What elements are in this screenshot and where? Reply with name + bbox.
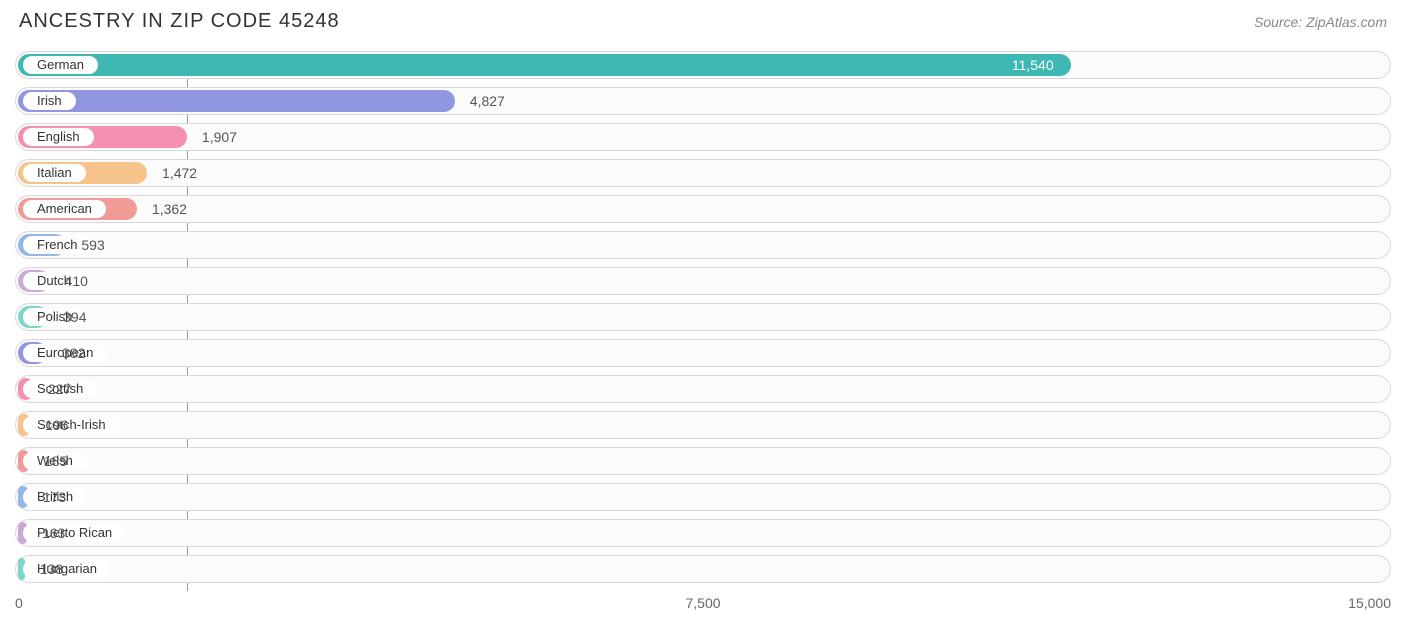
bar-track xyxy=(15,339,1391,367)
bar-row: Italian 1,472 xyxy=(15,159,1391,187)
bar-value: 163 xyxy=(42,519,65,547)
bar-value: 4,827 xyxy=(470,87,505,115)
bar-track xyxy=(15,267,1391,295)
bar-value: 173 xyxy=(43,483,66,511)
bar-container: German 11,540 Irish 4,827 English 1,907 Italia… xyxy=(15,51,1391,583)
bar-track xyxy=(15,195,1391,223)
category-label: Italian xyxy=(23,164,86,182)
bar-track xyxy=(15,159,1391,187)
x-axis: 0 7,500 15,000 xyxy=(15,591,1391,619)
bar-value: 1,472 xyxy=(162,159,197,187)
bar-value: 394 xyxy=(63,303,86,331)
bar-row: American 1,362 xyxy=(15,195,1391,223)
bar-value: 11,540 xyxy=(1012,51,1054,79)
bar-track xyxy=(15,483,1391,511)
bar-value: 185 xyxy=(44,447,67,475)
bar-row: Scottish227 xyxy=(15,375,1391,403)
bar-fill xyxy=(18,90,455,112)
chart-area: German 11,540 Irish 4,827 English 1,907 Italia… xyxy=(15,51,1391,619)
category-label: German xyxy=(23,56,98,74)
category-label: Irish xyxy=(23,92,76,110)
bar-row: European382 xyxy=(15,339,1391,367)
bar-row: English 1,907 xyxy=(15,123,1391,151)
bar-row: Polish394 xyxy=(15,303,1391,331)
category-label: Hungarian xyxy=(23,560,111,578)
bar-track xyxy=(15,231,1391,259)
bar-row: Puerto Rican163 xyxy=(15,519,1391,547)
category-label: English xyxy=(23,128,94,146)
axis-tick: 0 xyxy=(15,595,23,611)
bar-row: British173 xyxy=(15,483,1391,511)
bar-value: 1,362 xyxy=(152,195,187,223)
bar-value: 138 xyxy=(40,555,63,583)
bar-track xyxy=(15,519,1391,547)
chart-header: ANCESTRY IN ZIP CODE 45248 Source: ZipAt… xyxy=(15,10,1391,33)
bar-row: Welsh185 xyxy=(15,447,1391,475)
bar-value: 593 xyxy=(81,231,104,259)
bar-row: Irish 4,827 xyxy=(15,87,1391,115)
bar-fill xyxy=(18,54,1071,76)
bar-value: 1,907 xyxy=(202,123,237,151)
bar-track xyxy=(15,555,1391,583)
bar-track xyxy=(15,411,1391,439)
category-label: American xyxy=(23,200,106,218)
bar-row: French593 xyxy=(15,231,1391,259)
bar-row: German 11,540 xyxy=(15,51,1391,79)
bar-value: 382 xyxy=(62,339,85,367)
bar-track xyxy=(15,303,1391,331)
chart-title: ANCESTRY IN ZIP CODE 45248 xyxy=(19,10,340,33)
bar-value: 410 xyxy=(65,267,88,295)
bar-row: Hungarian138 xyxy=(15,555,1391,583)
bar-track xyxy=(15,375,1391,403)
category-label: Puerto Rican xyxy=(23,524,126,542)
axis-tick: 15,000 xyxy=(1348,595,1391,611)
bar-value: 196 xyxy=(45,411,68,439)
bar-value: 227 xyxy=(48,375,71,403)
axis-tick: 7,500 xyxy=(685,595,720,611)
bar-track xyxy=(15,447,1391,475)
chart-source: Source: ZipAtlas.com xyxy=(1254,14,1387,30)
bar-row: Scotch-Irish196 xyxy=(15,411,1391,439)
category-label: Scotch-Irish xyxy=(23,416,120,434)
bar-row: Dutch410 xyxy=(15,267,1391,295)
